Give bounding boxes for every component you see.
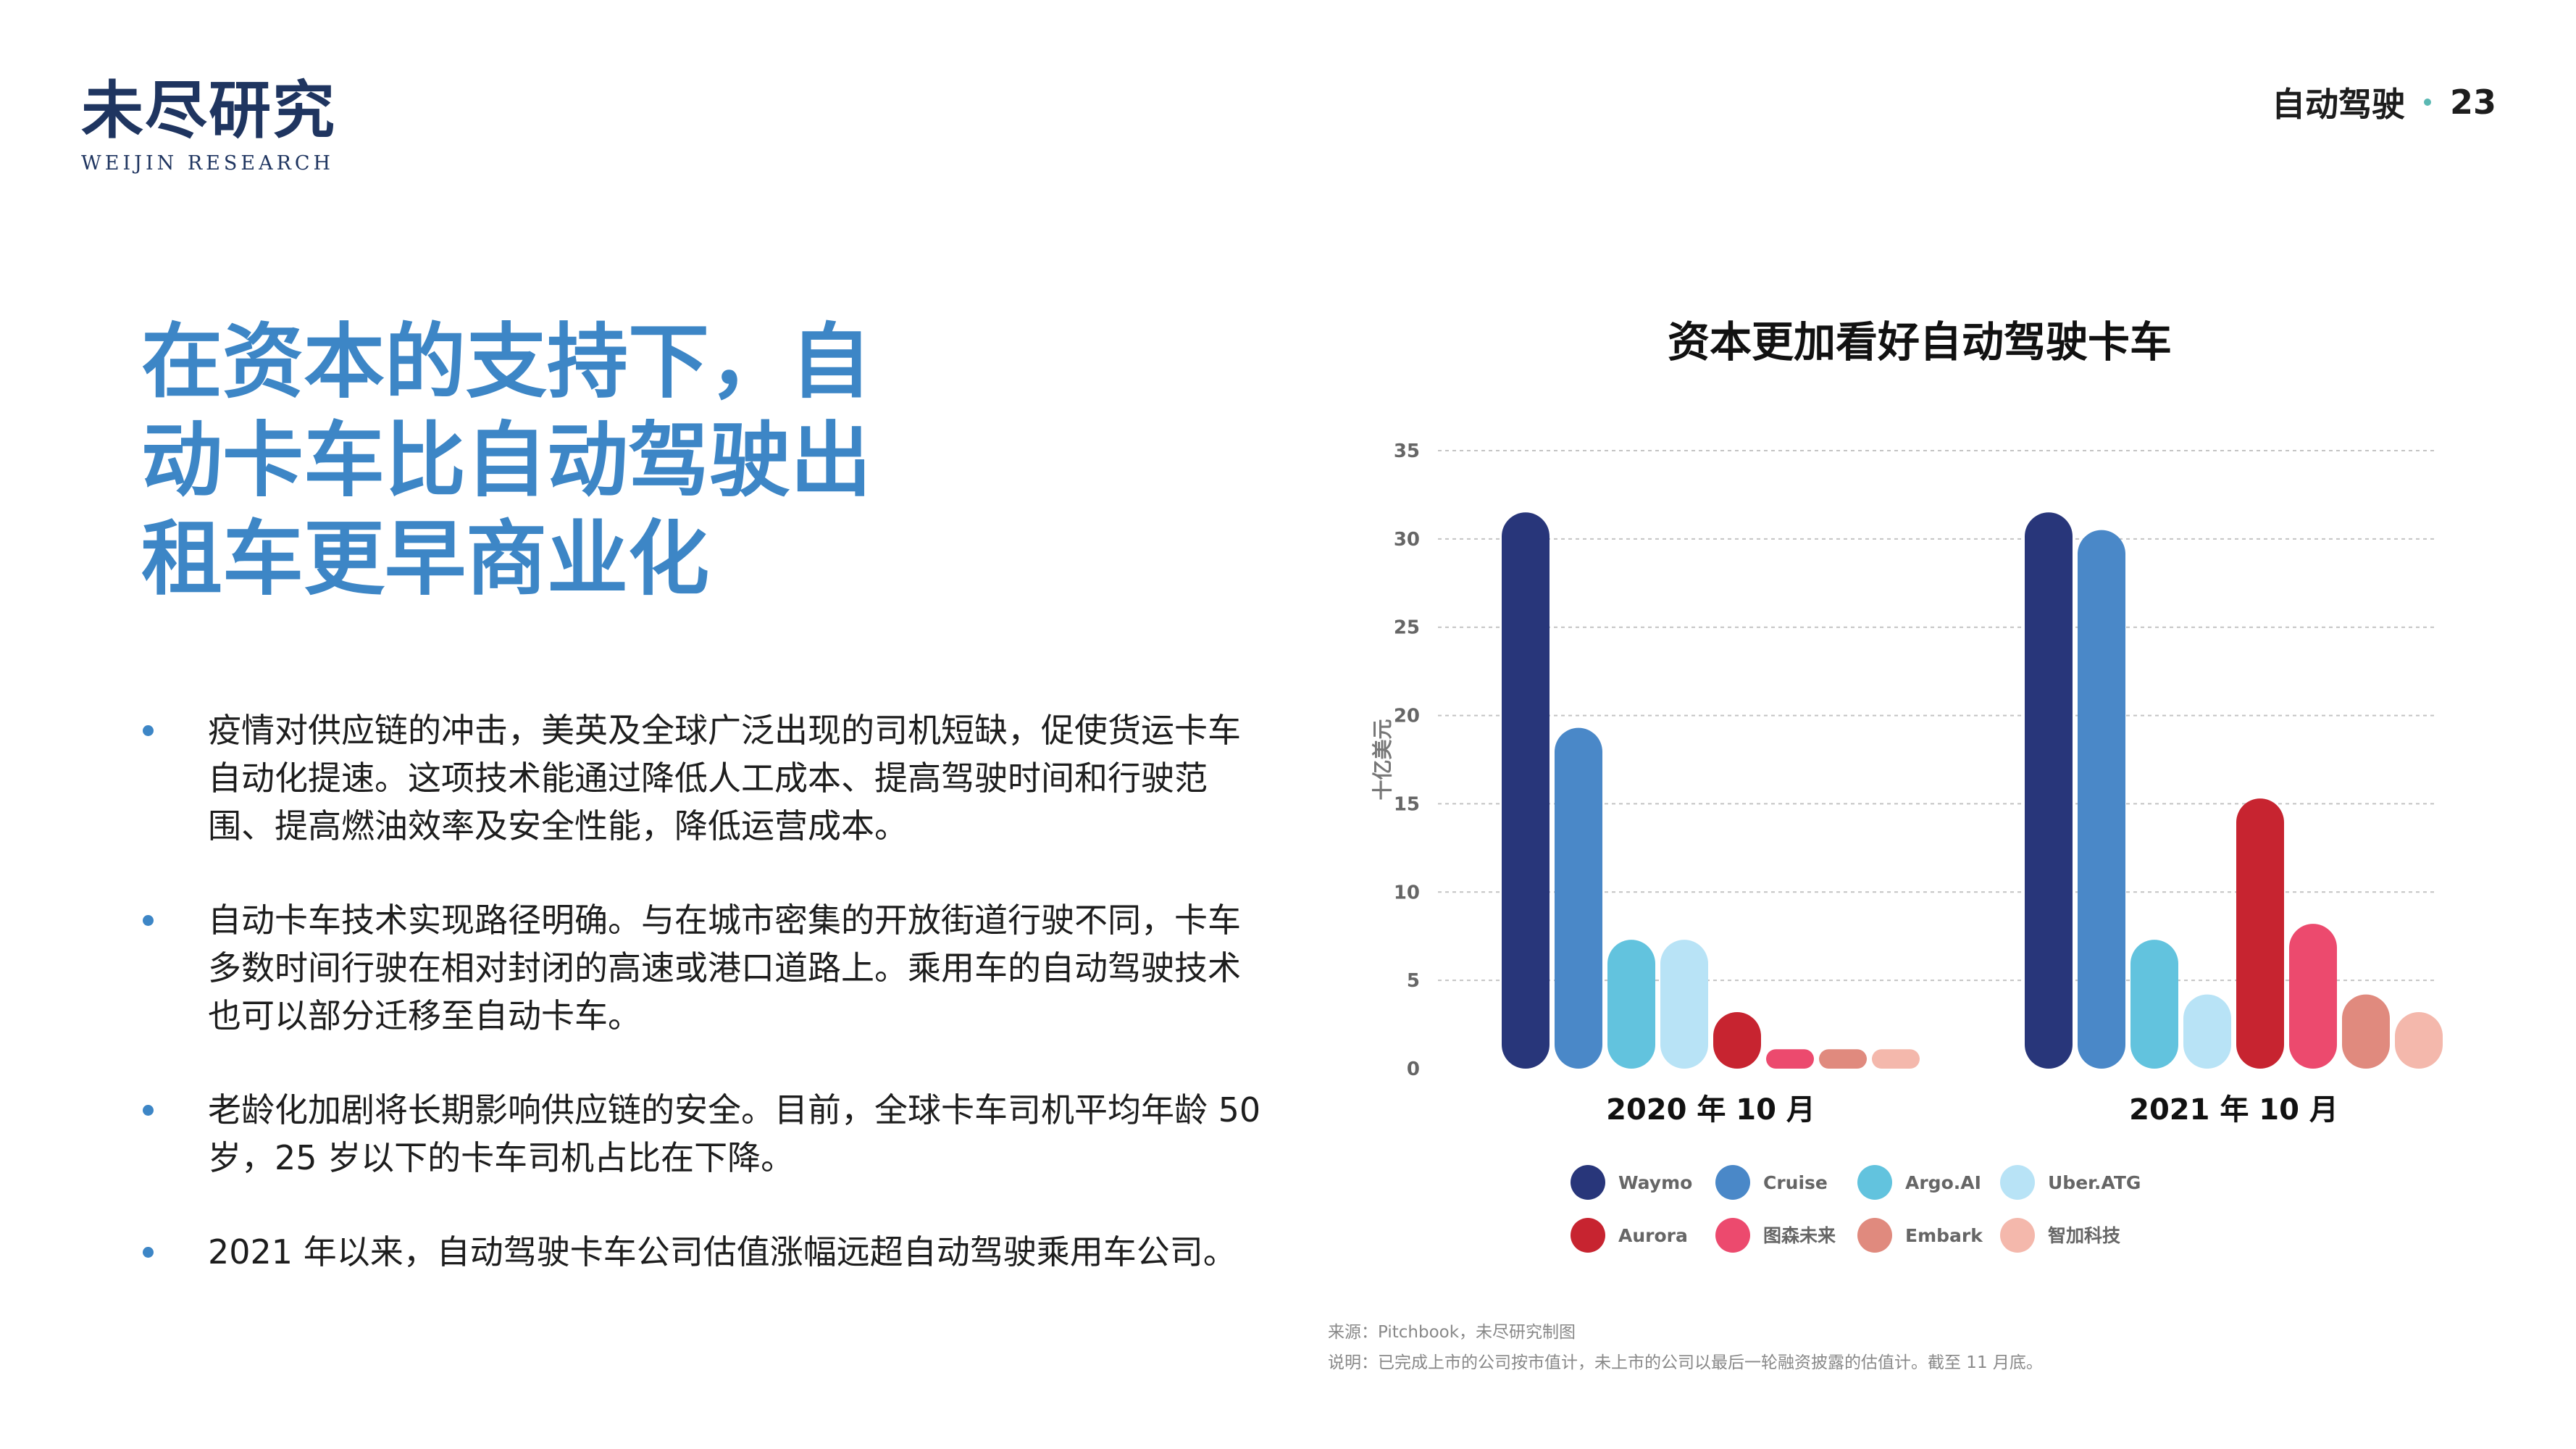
- logo: 未尽研究 WEIJIN RESEARCH: [81, 80, 336, 175]
- bar-cruise: [1555, 727, 1602, 1069]
- y-axis-label: 十亿美元: [1371, 719, 1394, 800]
- headline-line: 租车更早商业化: [141, 512, 709, 606]
- legend-label: Waymo: [1618, 1172, 1692, 1193]
- bar-cruise: [2078, 530, 2125, 1069]
- bullet-text: 疫情对供应链的冲击，美英及全球广泛出现的司机短缺，促使货运卡车自动化提速。这项技…: [208, 711, 1241, 845]
- bar-embark: [1819, 1049, 1867, 1069]
- bullet-dot: [143, 1247, 154, 1258]
- bullet-text: 自动卡车技术实现路径明确。与在城市密集的开放街道行驶不同，卡车多数时间行驶在相对…: [208, 901, 1241, 1035]
- x-category-label: 2020 年 10 月: [1606, 1093, 1815, 1127]
- legend-label: Argo.AI: [1905, 1172, 1981, 1193]
- headline-line: 动卡车比自动驾驶出: [141, 414, 871, 508]
- source-note: 来源：Pitchbook，未尽研究制图 说明：已完成上市的公司按市值计，未上市的…: [1328, 1317, 2043, 1378]
- legend-swatch: [1857, 1218, 1892, 1253]
- bullet-list: 疫情对供应链的冲击，美英及全球广泛出现的司机短缺，促使货运卡车自动化提速。这项技…: [141, 706, 1271, 1276]
- y-tick-label: 35: [1394, 440, 1420, 462]
- bullet-item: 疫情对供应链的冲击，美英及全球广泛出现的司机短缺，促使货运卡车自动化提速。这项技…: [141, 706, 1271, 850]
- legend-swatch: [2000, 1165, 2035, 1200]
- y-tick-label: 10: [1394, 882, 1420, 903]
- bullet-text: 2021 年以来，自动驾驶卡车公司估值涨幅远超自动驾驶乘用车公司。: [208, 1232, 1237, 1271]
- headline-line: 在资本的支持下，自: [141, 315, 871, 409]
- bar-argo-ai: [2130, 940, 2178, 1069]
- legend-swatch: [2000, 1218, 2035, 1253]
- legend-swatch: [1857, 1165, 1892, 1200]
- y-tick-label: 15: [1394, 793, 1420, 815]
- separator-dot: [2423, 99, 2431, 106]
- bullet-item: 2021 年以来，自动驾驶卡车公司估值涨幅远超自动驾驶乘用车公司。: [141, 1228, 1271, 1276]
- legend-swatch: [1715, 1165, 1750, 1200]
- bullet-dot: [143, 1105, 154, 1116]
- legend-label: Aurora: [1618, 1225, 1688, 1246]
- bar-waymo: [1502, 512, 1550, 1069]
- legend-swatch: [1571, 1165, 1605, 1200]
- bar--: [2395, 1012, 2443, 1069]
- bullet-dot: [143, 915, 154, 926]
- headline: 在资本的支持下，自 动卡车比自动驾驶出 租车更早商业化: [141, 313, 871, 609]
- x-category-label: 2021 年 10 月: [2129, 1093, 2338, 1127]
- valuation-bar-chart: 资本更加看好自动驾驶卡车 0 5 10 15 20 25 30 35 十亿美元 2020 年 10 …: [1371, 317, 2443, 1253]
- y-tick-label: 20: [1394, 706, 1420, 727]
- logo-english-text: WEIJIN RESEARCH: [81, 152, 335, 175]
- note-text: 说明：已完成上市的公司按市值计，未上市的公司以最后一轮融资披露的估值计。截至 1…: [1328, 1353, 2043, 1372]
- bar-aurora: [2236, 798, 2284, 1069]
- chart-title: 资本更加看好自动驾驶卡车: [1668, 317, 2172, 367]
- source-text: 来源：Pitchbook，未尽研究制图: [1328, 1323, 1576, 1342]
- bar--: [2289, 924, 2337, 1069]
- bullet-item: 自动卡车技术实现路径明确。与在城市密集的开放街道行驶不同，卡车多数时间行驶在相对…: [141, 896, 1271, 1040]
- bullet-dot: [143, 725, 154, 736]
- bar-uber-atg: [1660, 940, 1708, 1069]
- bar--: [1872, 1049, 1920, 1069]
- bar-embark: [2342, 994, 2390, 1069]
- y-tick-label: 5: [1407, 970, 1420, 992]
- page-header: 自动驾驶 23: [2272, 78, 2496, 126]
- y-tick-label: 0: [1407, 1058, 1420, 1080]
- legend-label: 图森未来: [1763, 1225, 1836, 1246]
- logo-chinese-text: 未尽研究: [81, 74, 336, 147]
- section-title: 自动驾驶: [2271, 85, 2405, 124]
- bullet-text: 老龄化加剧将长期影响供应链的安全。目前，全球卡车司机平均年龄 50 岁，25 岁…: [208, 1090, 1261, 1177]
- bar-uber-atg: [2183, 994, 2231, 1069]
- bar-argo-ai: [1607, 940, 1655, 1069]
- y-tick-label: 25: [1394, 617, 1420, 639]
- legend-label: Embark: [1905, 1225, 1983, 1246]
- bar-aurora: [1713, 1012, 1761, 1069]
- y-tick-label: 30: [1394, 529, 1420, 551]
- bar-waymo: [2025, 512, 2073, 1069]
- legend-swatch: [1571, 1218, 1605, 1253]
- legend-label: Cruise: [1763, 1172, 1828, 1193]
- legend-label: 智加科技: [2048, 1225, 2120, 1246]
- page-number: 23: [2449, 83, 2496, 122]
- legend-swatch: [1715, 1218, 1750, 1253]
- bar--: [1766, 1049, 1814, 1069]
- bullet-item: 老龄化加剧将长期影响供应链的安全。目前，全球卡车司机平均年龄 50 岁，25 岁…: [141, 1086, 1271, 1182]
- legend-label: Uber.ATG: [2048, 1172, 2141, 1193]
